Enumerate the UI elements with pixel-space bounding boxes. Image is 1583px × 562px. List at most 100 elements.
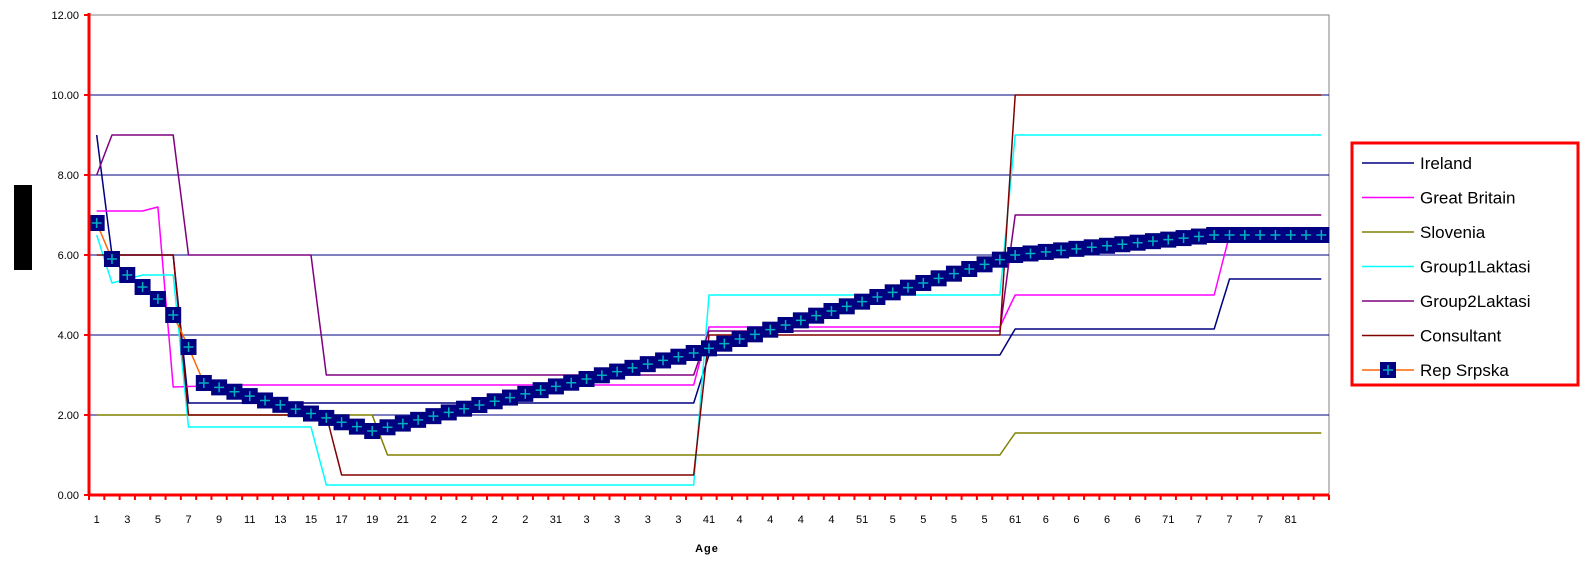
y-tick-label: 0.00: [58, 490, 79, 502]
x-tick-label: 3: [675, 514, 681, 526]
rep-srpska-marker-cross: [612, 366, 623, 377]
rep-srpska-marker-cross: [474, 400, 485, 410]
rep-srpska-marker-cross: [1316, 230, 1327, 240]
x-tick-label: 7: [1196, 514, 1202, 526]
rep-srpska-marker-cross: [520, 388, 531, 399]
rep-srpska-marker-cross: [443, 407, 454, 418]
rep-srpska-marker-cross: [229, 386, 240, 397]
rep-srpska-marker-cross: [275, 399, 286, 410]
x-tick-label: 2: [492, 514, 498, 526]
rep-srpska-marker-cross: [336, 417, 347, 428]
rep-srpska-marker-cross: [1193, 231, 1204, 242]
rep-srpska-marker-cross: [214, 382, 225, 393]
rep-srpska-marker-cross: [1086, 242, 1097, 253]
legend-label-6: Rep Srpska: [1420, 361, 1509, 380]
rep-srpska-marker-cross: [933, 273, 944, 284]
rep-srpska-marker-cross: [550, 381, 561, 392]
rep-srpska-marker-cross: [918, 278, 929, 288]
rep-srpska-marker-cross: [795, 315, 806, 326]
rep-srpska-marker-cross: [122, 270, 133, 280]
rep-srpska-marker-cross: [106, 254, 117, 264]
rep-srpska-marker-cross: [1209, 230, 1220, 240]
x-tick-label: 7: [1226, 514, 1232, 526]
legend-label-2: Slovenia: [1420, 223, 1486, 242]
series-line-4: [95, 134, 1322, 376]
x-tick-label: 5: [951, 514, 957, 526]
x-axis-title: Age: [695, 543, 719, 555]
rep-srpska-marker-cross: [397, 418, 408, 429]
legend-box: [1350, 141, 1580, 387]
rep-srpska-marker-cross: [290, 404, 301, 415]
x-tick-label: 2: [522, 514, 528, 526]
x-tick-label: 5: [155, 514, 161, 526]
rep-srpska-marker-cross: [627, 362, 638, 373]
x-tick-label: 3: [614, 514, 620, 526]
rep-srpska-marker-cross: [1117, 239, 1128, 250]
rep-srpska-marker-cross: [1270, 230, 1281, 240]
rep-srpska-marker-cross: [152, 294, 163, 304]
x-tick-label: 3: [645, 514, 651, 526]
rep-srpska-marker-cross: [1040, 246, 1051, 257]
rep-srpska-marker-cross: [1056, 245, 1067, 256]
rep-srpska-marker-cross: [1255, 230, 1266, 240]
rep-srpska-marker-cross: [504, 392, 515, 403]
rep-srpska-marker-cross: [734, 334, 745, 344]
legend: Ireland Great Britain Slovenia Group1Laktas…: [1350, 141, 1580, 387]
legend-label-5: Consultant: [1420, 327, 1502, 346]
rep-srpska-marker-cross: [673, 351, 684, 362]
rep-srpska-marker-cross: [1224, 230, 1235, 240]
x-tick-label: 2: [430, 514, 436, 526]
legend-label-1: Great Britain: [1420, 189, 1515, 208]
rep-srpska-marker-cross: [1239, 230, 1250, 240]
rep-srpska-marker-cross: [780, 320, 791, 330]
x-tick-label: 4: [737, 514, 743, 526]
rep-srpska-marker-cross: [566, 377, 577, 388]
rep-srpska-marker-cross: [1010, 250, 1021, 260]
rep-srpska-marker-cross: [979, 259, 990, 270]
rep-srpska-marker-cross: [765, 324, 776, 335]
x-tick-label: 6: [1073, 514, 1079, 526]
rep-srpska-marker-cross: [137, 282, 148, 292]
rep-srpska-marker-cross: [535, 385, 546, 396]
y-tick-label: 8.00: [58, 170, 79, 182]
rep-srpska-marker-cross: [581, 374, 592, 384]
x-tick-label: 15: [305, 514, 317, 526]
rep-srpska-marker-cross: [183, 342, 194, 352]
rep-srpska-marker-cross: [413, 414, 424, 425]
rep-srpska-marker-cross: [596, 370, 607, 381]
rep-srpska-marker-cross: [964, 264, 975, 274]
rep-srpska-marker-cross: [1071, 243, 1082, 254]
rep-srpska-marker-cross: [1285, 230, 1296, 240]
rep-srpska-marker-cross: [872, 292, 883, 302]
x-tick-label: 7: [185, 514, 191, 526]
x-tick-label: 9: [216, 514, 222, 526]
x-tick-label: 5: [981, 514, 987, 526]
y-tick-label: 2.00: [58, 410, 79, 422]
legend-marker-cross: [1383, 365, 1393, 375]
rep-srpska-marker-cross: [948, 268, 959, 279]
x-tick-label: 11: [244, 514, 255, 526]
rep-srpska-marker-cross: [688, 348, 699, 358]
ylabel-block: [14, 185, 32, 270]
rep-srpska-marker-cross: [91, 218, 102, 228]
rep-srpska-marker-cross: [459, 403, 470, 414]
x-tick-label: 17: [335, 514, 347, 526]
x-tick-label: 71: [1162, 514, 1174, 526]
x-tick-label: 6: [1135, 514, 1141, 526]
series-markers: [88, 215, 1330, 439]
x-tick-label: 3: [583, 514, 589, 526]
y-tick-label: 6.00: [58, 250, 79, 262]
rep-srpska-marker-cross: [428, 411, 439, 422]
rep-srpska-marker-cross: [1147, 236, 1158, 247]
rep-srpska-marker-cross: [887, 287, 898, 298]
rep-srpska-marker-cross: [198, 378, 209, 388]
x-tick-label: 6: [1104, 514, 1110, 526]
rep-srpska-marker-cross: [1102, 240, 1113, 251]
x-tick-label: 3: [124, 514, 130, 526]
x-tick-label: 7: [1257, 514, 1263, 526]
rep-srpska-marker-cross: [857, 296, 868, 307]
x-tick-label: 81: [1285, 514, 1297, 526]
x-tick-label: 21: [397, 514, 409, 526]
